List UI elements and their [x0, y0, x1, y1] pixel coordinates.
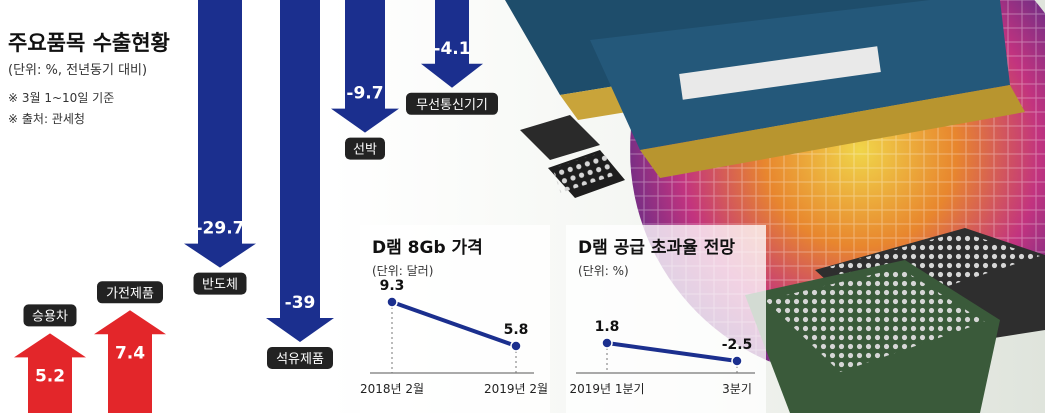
bar-2 [184, 0, 256, 268]
dram-oversupply-chart: D램 공급 초과율 전망 (단위: %) 1.8 2019년 1분기 -2.5 3분기 [569, 238, 755, 396]
point-value-label-1: -2.5 [722, 337, 753, 353]
x-tick-label-0: 2018년 2월 [360, 382, 424, 396]
point-value-label-0: 1.8 [595, 319, 620, 335]
value-label-4: -9.7 [346, 84, 383, 104]
data-point-0 [601, 337, 613, 349]
category-label-5: 무선통신기기 [406, 92, 498, 115]
value-label-0: 5.2 [35, 366, 65, 386]
note-date: ※ 3월 1~10일 기준 [8, 91, 114, 105]
header: 주요품목 수출현황 (단위: %, 전년동기 대비) ※ 3월 1~10일 기준… [8, 31, 170, 126]
category-label-1: 가전제품 [97, 281, 163, 304]
note-source: ※ 출처: 관세청 [8, 112, 85, 126]
category-label-3-text: 석유제품 [276, 352, 324, 367]
line-chart-title: D램 공급 초과율 전망 [578, 238, 735, 258]
data-point-0 [386, 296, 398, 308]
category-label-0: 승용차 [23, 304, 77, 327]
category-label-2-text: 반도체 [202, 278, 238, 293]
x-tick-label-0: 2019년 1분기 [569, 382, 644, 396]
category-label-3-bg [267, 347, 333, 369]
x-tick-label-1: 3분기 [722, 382, 752, 396]
bar-5 [421, 0, 483, 88]
memory-module-image [505, 0, 1025, 178]
bar-0 [14, 333, 86, 413]
category-label-4-text: 선박 [353, 143, 377, 158]
category-label-0-text: 승용차 [32, 309, 68, 324]
category-label-5-bg [406, 92, 498, 115]
dram-price-chart: D램 8Gb 가격 (단위: 달러)9.3 2018년 2월 5.8 2019년 2월 [360, 238, 548, 396]
series-line [606, 341, 738, 363]
line-chart-unit: (단위: 달러) [372, 264, 433, 278]
category-label-4-bg [345, 137, 385, 160]
category-label-2-bg [193, 272, 247, 295]
unit-label: (단위: %, 전년동기 대비) [8, 63, 147, 78]
chart-title: 주요품목 수출현황 [8, 31, 170, 55]
series-line [391, 300, 517, 348]
point-value-label-0: 9.3 [380, 278, 405, 294]
bar-4 [331, 0, 399, 133]
category-label-0-bg [23, 304, 77, 327]
background-illustration [330, 0, 1045, 413]
category-label-2: 반도체 [193, 272, 247, 295]
bar-3 [266, 0, 334, 342]
value-label-1: 7.4 [115, 343, 145, 363]
value-label-2: -29.7 [196, 219, 245, 239]
data-point-1 [510, 340, 522, 352]
category-label-3: 석유제품 [267, 347, 333, 369]
data-point-1 [731, 355, 743, 367]
category-label-1-text: 가전제품 [106, 286, 154, 301]
x-tick-label-1: 2019년 2월 [484, 382, 548, 396]
line-chart-title: D램 8Gb 가격 [372, 238, 483, 258]
point-value-label-1: 5.8 [504, 322, 529, 338]
category-label-4: 선박 [345, 137, 385, 160]
value-label-5: -4.1 [433, 39, 470, 59]
export-bar-chart: 5.2 승용차 7.4 가전제품 -29.7 반도체 -39 석유제품 -9.7 선박 -4.1 무선… [14, 0, 498, 413]
bar-1 [94, 310, 166, 413]
chip-image [520, 115, 1045, 413]
line-chart-unit: (단위: %) [578, 264, 629, 278]
category-label-5-text: 무선통신기기 [416, 98, 488, 113]
category-label-1-bg [97, 281, 163, 304]
value-label-3: -39 [285, 293, 316, 313]
